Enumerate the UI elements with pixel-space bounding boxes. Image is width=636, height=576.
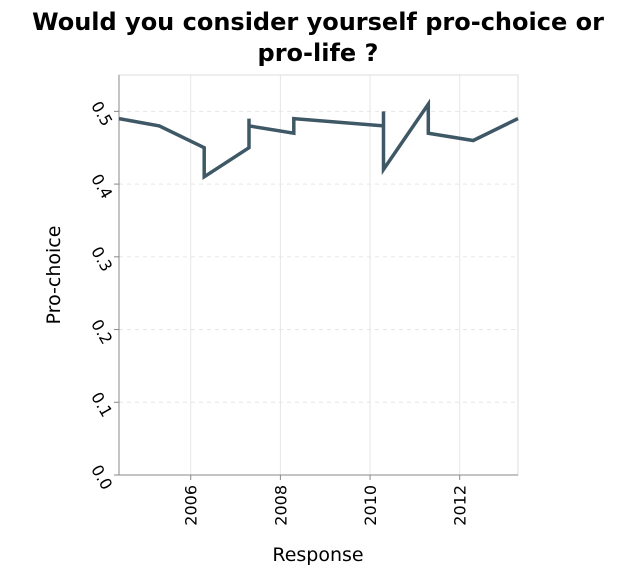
x-tick-label: 2012 [451, 485, 470, 526]
y-axis-title: Pro-choice [43, 226, 65, 325]
chart-title-line-1: Would you consider yourself pro-choice o… [32, 8, 604, 36]
y-tick-label: 0.3 [87, 243, 116, 275]
chart-title-line-2: pro-life ? [258, 39, 379, 67]
y-tick-label: 0.2 [87, 316, 116, 348]
y-tick-label: 0.0 [87, 461, 116, 493]
series-group [118, 98, 519, 181]
x-axis-title: Response [272, 544, 363, 566]
x-tick-label: 2006 [182, 485, 201, 526]
y-tick-label: 0.4 [87, 171, 116, 203]
axis-ticks: 0.0 0.1 0.2 0.3 0.4 0.5 2006 2008 2010 2012 [87, 98, 470, 526]
grid-lines [119, 75, 518, 475]
x-tick-label: 2010 [361, 485, 380, 526]
y-tick-label: 0.1 [87, 389, 116, 421]
y-tick-label: 0.5 [87, 98, 116, 130]
series-line [118, 98, 519, 181]
x-tick-label: 2008 [271, 485, 290, 526]
